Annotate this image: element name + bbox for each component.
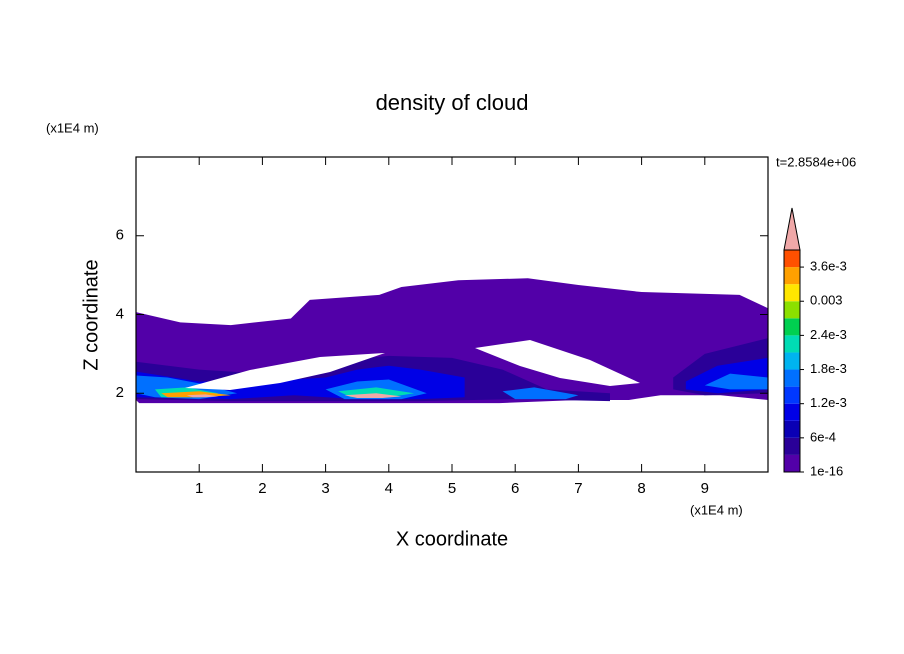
x-tick-label: 4 [385,480,393,497]
y-unit: (x1E4 m) [46,120,99,135]
colorbar-tick-label: 2.4e-3 [810,327,847,342]
x-tick-label: 6 [511,480,519,497]
colorbar-tick-label: 1.8e-3 [810,361,847,376]
x-tick-label: 5 [448,480,456,497]
colorbar-band [784,250,800,268]
time-label: t=2.8584e+06 [776,154,856,169]
colorbar-band [784,437,800,455]
clear-areas [185,340,640,390]
chart-title: density of cloud [376,90,529,115]
colorbar-band [784,352,800,370]
x-axis-label: X coordinate [396,528,508,550]
colorbar-tick-label: 1.2e-3 [810,395,847,410]
colorbar-extend [783,207,801,251]
x-tick-label: 3 [321,480,329,497]
x-tick-label: 8 [637,480,645,497]
colorbar-frame [783,249,801,473]
colorbar-tick-label: 6e-4 [810,429,836,444]
colorbar-band [784,369,800,387]
contour-region [344,393,402,398]
colorbar-tick-label: 1e-16 [810,463,843,478]
colorbar-band [784,284,800,302]
x-tick-label: 7 [574,480,582,497]
y-tick-label: 2 [116,384,124,401]
colorbar-band [784,301,800,319]
colorbar-band [784,335,800,353]
colorbar-band [784,454,800,472]
clear-area [185,353,385,390]
clear-area [475,340,640,386]
colorbar-band [784,403,800,421]
colorbar-tick-label: 0.003 [810,293,843,308]
colorbar-band [784,420,800,438]
y-tick-label: 6 [116,227,124,244]
contour-region [704,373,768,390]
colorbar-tick-label: 3.6e-3 [810,259,847,274]
x-tick-label: 2 [258,480,266,497]
y-axis-label: Z coordinate [80,259,102,370]
colorbar-band [784,318,800,336]
colorbar-band [784,386,800,404]
contour-region [186,394,219,398]
contour-region [502,387,579,400]
y-tick-label: 4 [116,305,124,322]
colorbar-band [784,267,800,285]
x-tick-label: 1 [195,480,203,497]
x-tick-label: 9 [701,480,709,497]
x-unit: (x1E4 m) [690,502,743,517]
